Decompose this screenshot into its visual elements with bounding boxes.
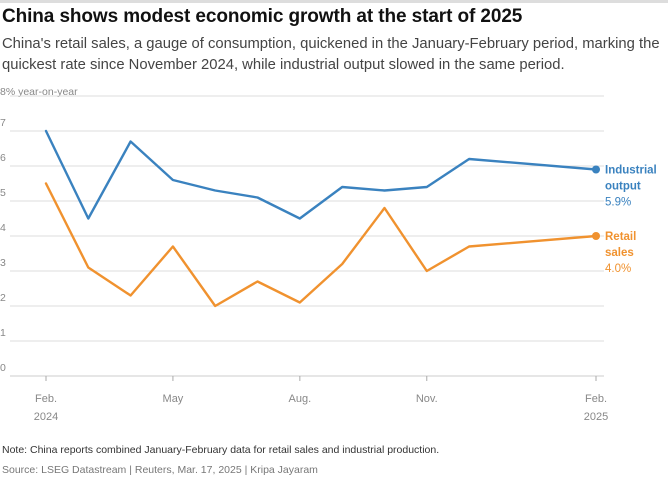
y-tick-label: 1 <box>0 327 6 339</box>
retail-sales-line <box>44 182 598 308</box>
x-tick-label: Aug. <box>289 393 312 405</box>
y-tick-label: 0 <box>0 362 6 374</box>
chart-source: Source: LSEG Datastream | Reuters, Mar. … <box>2 464 318 476</box>
x-tick-label: Nov. <box>416 393 438 405</box>
y-tick-label: 2 <box>0 292 6 304</box>
y-tick-label: 6 <box>0 152 6 164</box>
y-tick-label: 7 <box>0 117 6 129</box>
line-chart: 8% year-on-year 0 1 2 3 4 5 6 7 Feb. 2024 May Aug. No… <box>0 86 657 423</box>
y-tick-label: 5 <box>0 187 6 199</box>
industrial-output-label: Industrial <box>605 165 657 177</box>
top-divider <box>0 0 668 3</box>
y-tick-label: 4 <box>0 222 6 234</box>
retail-sales-end-marker <box>592 232 600 240</box>
chart-title: China shows modest economic growth at th… <box>2 6 523 27</box>
retail-sales-label: Retail <box>605 231 636 243</box>
x-tick-label: 2025 <box>584 411 608 423</box>
x-tick-label: Feb. <box>35 393 57 405</box>
x-tick-label: May <box>163 393 184 405</box>
chart-subtitle: China's retail sales, a gauge of consump… <box>2 36 660 73</box>
y-tick-label: 3 <box>0 257 6 269</box>
x-tick-label: 2024 <box>34 411 58 423</box>
chart-note: Note: China reports combined January-Feb… <box>2 444 440 456</box>
industrial-output-value-label: 5.9% <box>605 197 631 209</box>
industrial-output-line <box>44 129 598 220</box>
retail-sales-label: sales <box>605 247 634 259</box>
x-tick-label: Feb. <box>585 393 607 405</box>
retail-sales-value-label: 4.0% <box>605 263 631 275</box>
industrial-output-label: output <box>605 181 641 193</box>
y-axis-title: 8% year-on-year <box>0 86 78 98</box>
industrial-output-end-marker <box>592 165 600 174</box>
